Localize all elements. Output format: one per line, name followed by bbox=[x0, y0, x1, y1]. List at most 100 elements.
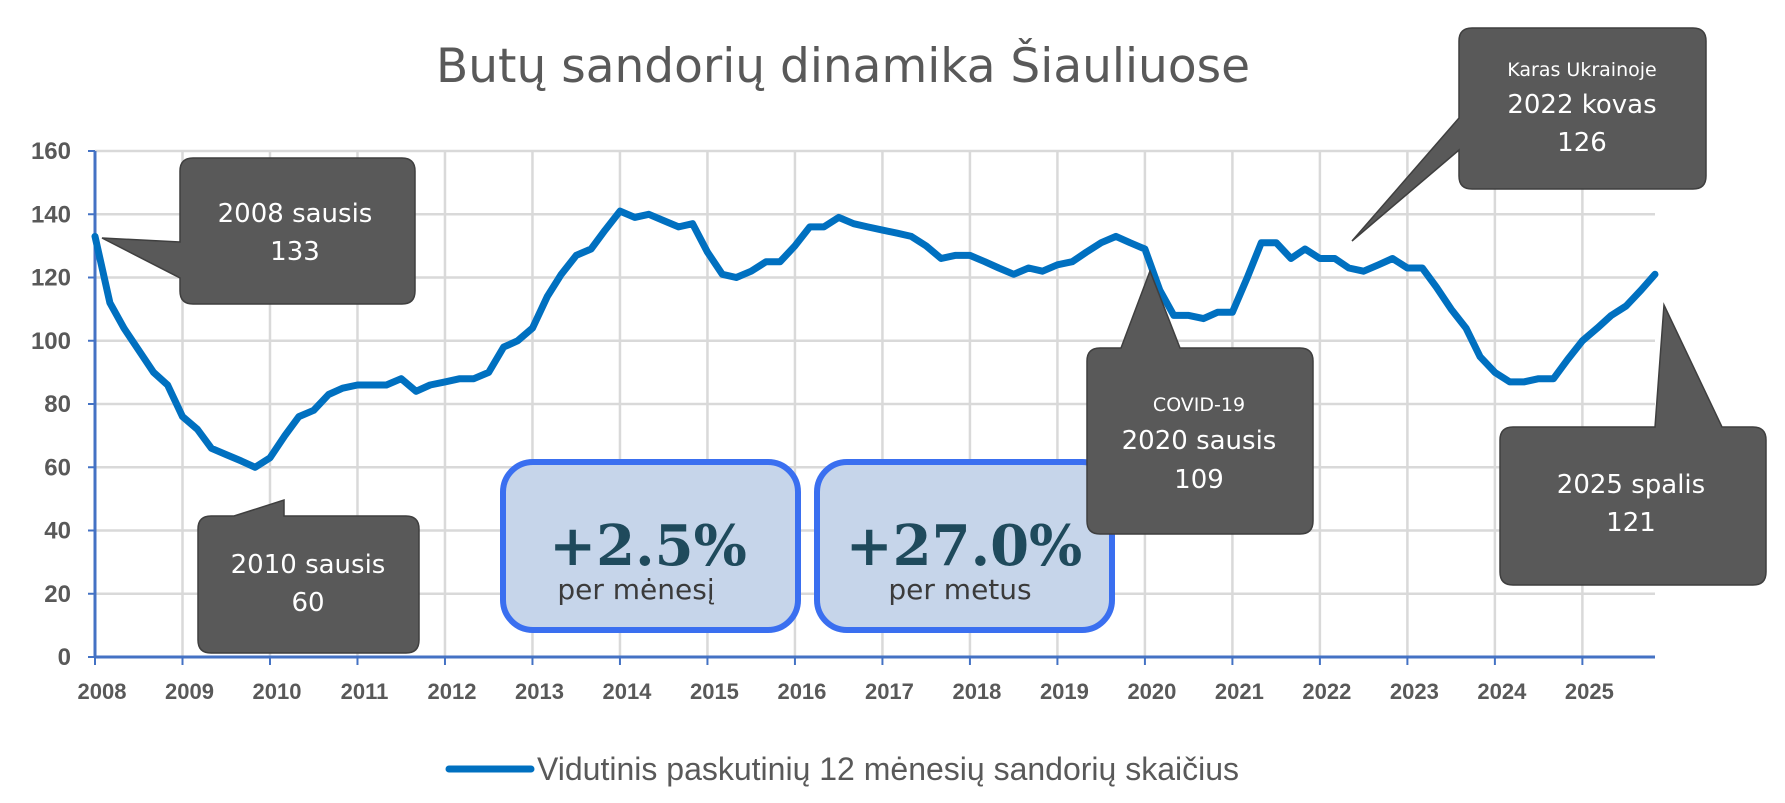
data-point bbox=[1027, 267, 1030, 269]
data-point bbox=[1494, 371, 1496, 374]
x-tick-label: 2019 bbox=[1040, 679, 1089, 704]
x-tick-label: 2018 bbox=[952, 679, 1001, 704]
x-tick-label: 2012 bbox=[427, 679, 476, 704]
data-point bbox=[969, 254, 971, 257]
data-point bbox=[984, 260, 986, 263]
data-point bbox=[1012, 273, 1015, 276]
data-point bbox=[706, 251, 709, 253]
callout-2025-shape bbox=[1499, 302, 1767, 586]
y-tick-label: 100 bbox=[31, 328, 71, 355]
data-point bbox=[546, 295, 549, 298]
data-point bbox=[1479, 355, 1481, 358]
data-point bbox=[1100, 241, 1102, 244]
x-tick-label: 2021 bbox=[1215, 679, 1264, 704]
data-point bbox=[619, 210, 621, 212]
data-point bbox=[1275, 241, 1277, 244]
data-point bbox=[1537, 377, 1540, 380]
kpi-monthly-label: per mėnesį bbox=[557, 573, 714, 606]
data-point bbox=[327, 393, 330, 396]
x-tick-label: 2008 bbox=[78, 679, 127, 704]
data-point bbox=[735, 276, 738, 279]
data-point bbox=[459, 377, 461, 380]
data-point bbox=[284, 434, 286, 437]
callout-2022-label: 2022 kovas bbox=[1507, 90, 1656, 120]
data-point bbox=[531, 327, 534, 329]
data-point bbox=[240, 460, 242, 462]
data-point bbox=[1450, 308, 1452, 310]
data-point bbox=[1522, 381, 1525, 383]
callout-2025-label: 2025 spalis bbox=[1557, 470, 1705, 500]
data-point bbox=[152, 371, 155, 374]
data-point bbox=[604, 229, 606, 231]
data-point bbox=[225, 453, 228, 456]
data-point bbox=[196, 428, 199, 431]
x-tick-label: 2025 bbox=[1565, 679, 1614, 704]
kpi-yearly-label: per metus bbox=[888, 573, 1031, 606]
data-point bbox=[1391, 257, 1394, 260]
data-point bbox=[1347, 267, 1350, 269]
kpi-monthly-value: +2.5% bbox=[549, 513, 747, 579]
legend: Vidutinis paskutinių 12 mėnesių sandorių… bbox=[445, 751, 1239, 787]
data-point bbox=[385, 384, 388, 386]
data-point bbox=[1187, 314, 1190, 317]
callout-2020-value: 109 bbox=[1174, 465, 1224, 495]
data-point bbox=[356, 384, 359, 386]
data-point bbox=[1625, 305, 1627, 307]
data-point bbox=[1290, 257, 1292, 260]
data-point bbox=[998, 267, 1000, 269]
callout-2010: 2010 sausis 60 bbox=[197, 498, 420, 654]
data-point bbox=[1654, 273, 1656, 276]
x-tick-label: 2013 bbox=[515, 679, 564, 704]
data-point bbox=[648, 213, 650, 216]
series-layer bbox=[91, 207, 1659, 471]
data-point bbox=[269, 456, 271, 459]
x-tick-label: 2023 bbox=[1390, 679, 1439, 704]
callout-2008: 2008 sausis 133 bbox=[101, 157, 416, 305]
data-point bbox=[1435, 286, 1438, 288]
data-point bbox=[794, 245, 796, 247]
data-point bbox=[925, 245, 927, 247]
kpi-monthly: +2.5% per mėnesį bbox=[500, 459, 801, 633]
data-point bbox=[881, 229, 884, 231]
y-tick-label: 120 bbox=[31, 265, 71, 292]
data-point bbox=[1333, 257, 1336, 260]
data-point bbox=[691, 222, 694, 225]
y-tick-label: 140 bbox=[31, 201, 71, 228]
callout-2022-note: Karas Ukrainoje bbox=[1507, 59, 1656, 81]
data-point bbox=[590, 248, 592, 250]
data-point bbox=[1362, 270, 1365, 272]
data-point bbox=[940, 257, 942, 260]
data-point bbox=[1406, 267, 1409, 269]
kpi-monthly-box bbox=[500, 459, 801, 633]
data-point bbox=[750, 270, 752, 272]
x-tick-label: 2017 bbox=[865, 679, 914, 704]
data-point bbox=[1610, 314, 1613, 317]
data-point bbox=[721, 273, 724, 276]
data-point bbox=[123, 327, 125, 329]
callout-2022-shape bbox=[1351, 27, 1707, 242]
data-point bbox=[1246, 276, 1249, 279]
data-point bbox=[444, 381, 446, 383]
data-point bbox=[1115, 235, 1117, 238]
x-tick-label: 2010 bbox=[253, 679, 302, 704]
callout-2025: 2025 spalis 121 bbox=[1499, 302, 1767, 586]
data-point bbox=[1421, 267, 1424, 269]
data-point bbox=[1377, 264, 1380, 266]
data-point bbox=[1596, 327, 1599, 329]
series-line bbox=[91, 207, 1659, 471]
data-point bbox=[341, 387, 344, 389]
callout-2008-shape bbox=[101, 157, 416, 305]
x-tick-label: 2020 bbox=[1127, 679, 1176, 704]
data-point bbox=[1566, 358, 1569, 361]
data-point bbox=[852, 222, 855, 225]
data-point bbox=[677, 226, 680, 228]
x-tick-label: 2009 bbox=[165, 679, 214, 704]
data-point bbox=[1552, 377, 1555, 380]
x-tick-label: 2014 bbox=[602, 679, 652, 704]
data-point bbox=[823, 226, 825, 228]
data-point bbox=[166, 384, 169, 386]
callout-2010-shape bbox=[197, 498, 420, 654]
data-point bbox=[575, 254, 578, 257]
